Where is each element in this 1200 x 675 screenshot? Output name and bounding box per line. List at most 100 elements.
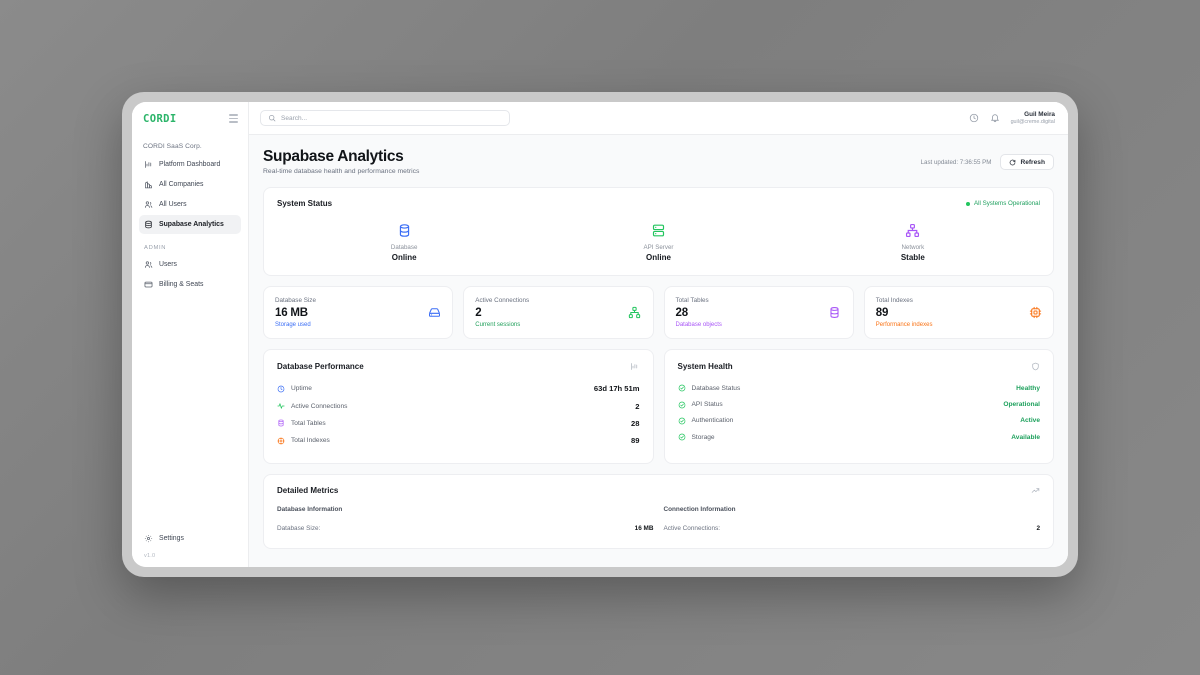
metric-label: Active Connections (291, 402, 348, 410)
users-icon (144, 260, 153, 269)
status-item-value: Stable (900, 253, 925, 262)
database-icon (277, 221, 531, 239)
system-status-items: Database Online API Server Online (277, 221, 1040, 262)
search-input[interactable]: Search... (260, 110, 510, 126)
app-logo[interactable]: CORDI (143, 112, 177, 125)
top-bar: Search... Guil Meira guil@creme.digital (249, 102, 1068, 135)
stat-card-sub: Database objects (675, 322, 722, 328)
building-icon (144, 180, 153, 189)
stat-card-label: Total Indexes (875, 297, 913, 304)
metric-value: 63d 17h 51m (593, 384, 640, 394)
status-item-network: Network Stable (786, 221, 1040, 262)
sidebar-item-label: Platform Dashboard (159, 161, 221, 168)
page-header-text: Supabase Analytics Real-time database he… (263, 148, 419, 175)
metric-value: 89 (631, 436, 640, 446)
browser-window-frame: CORDI CORDI SaaS Corp. Platform Dashboar… (122, 92, 1078, 577)
stat-card-active-connections: Active Connections 2 Current sessions (463, 286, 654, 339)
health-row: Storage Available (678, 429, 1040, 445)
sidebar-admin-nav: Users Billing & Seats (132, 255, 248, 294)
menu-icon[interactable] (229, 114, 238, 123)
network-icon (786, 221, 1040, 239)
status-item-label: Network (901, 244, 925, 251)
check-circle-icon (678, 433, 686, 441)
check-circle-icon (678, 417, 686, 425)
trending-up-icon (1031, 486, 1040, 495)
stat-card-text: Total Indexes 89 Performance indexes (876, 297, 1028, 328)
sidebar-item-all-users[interactable]: All Users (139, 195, 241, 214)
check-circle-icon (678, 401, 686, 409)
status-item-label: Database (390, 244, 418, 251)
health-label: API Status (691, 401, 723, 409)
detailed-metrics-card: Detailed Metrics Database Information Da… (263, 473, 1054, 549)
panel-header: System Health (678, 361, 1041, 371)
user-email: guil@creme.digital (1010, 118, 1055, 125)
user-name: Guil Meira (1024, 110, 1055, 118)
refresh-button[interactable]: Refresh (1000, 154, 1054, 170)
health-row: Database Status Healthy (678, 380, 1040, 396)
users-icon (144, 200, 153, 209)
clock-icon[interactable] (969, 113, 979, 123)
stat-card-sub: Storage used (275, 322, 311, 328)
sidebar-item-supabase-analytics[interactable]: Supabase Analytics (139, 215, 241, 234)
health-label: Database Status (691, 384, 741, 392)
bar-chart-icon (630, 361, 640, 371)
network-icon (628, 306, 642, 320)
detail-value: 2 (1036, 524, 1040, 532)
detailed-metrics-title: Detailed Metrics (277, 485, 339, 495)
metric-row: Active Connections 2 (277, 397, 640, 414)
sidebar-item-platform-dashboard[interactable]: Platform Dashboard (139, 155, 241, 174)
detail-row: Active Connections: 2 (664, 522, 1041, 535)
health-value: Available (1011, 433, 1040, 441)
panel-title: Database Performance (277, 361, 364, 371)
detailed-metrics-header: Detailed Metrics (277, 486, 1040, 495)
sidebar-spacer (132, 294, 248, 529)
shield-icon (1030, 361, 1040, 371)
sidebar-item-label: All Users (159, 201, 187, 208)
stat-card-value: 2 (475, 307, 482, 319)
stat-card-text: Total Tables 28 Database objects (676, 297, 828, 328)
app-window: CORDI CORDI SaaS Corp. Platform Dashboar… (132, 102, 1068, 567)
bell-icon[interactable] (990, 113, 1000, 123)
clock-icon (277, 385, 285, 393)
check-circle-icon (678, 384, 686, 392)
metric-row: Total Indexes 89 (277, 432, 640, 449)
stat-card-value: 28 (675, 307, 689, 319)
cpu-icon (277, 437, 285, 445)
sidebar-section-admin: ADMIN (144, 245, 167, 251)
sidebar-item-label: Settings (159, 535, 184, 542)
sidebar: CORDI CORDI SaaS Corp. Platform Dashboar… (132, 102, 249, 567)
sidebar-footer: Settings v1.0 (132, 529, 248, 567)
panels-row: Database Performance Uptime 63d 17h 51m (263, 349, 1054, 464)
stat-card-text: Active Connections 2 Current sessions (475, 297, 627, 328)
metric-label: Total Indexes (291, 437, 330, 445)
cpu-icon (1028, 306, 1042, 320)
health-value: Healthy (1016, 384, 1040, 392)
page-title: Supabase Analytics (263, 148, 404, 165)
page-scroll-area[interactable]: Supabase Analytics Real-time database he… (249, 135, 1068, 567)
column-title: Connection Information (663, 505, 736, 513)
stat-card-total-tables: Total Tables 28 Database objects (663, 286, 854, 339)
credit-card-icon (144, 280, 153, 289)
stat-cards-row: Database Size 16 MB Storage used Active … (263, 286, 1054, 339)
sidebar-item-users[interactable]: Users (139, 255, 241, 274)
system-health-panel: System Health Database Status Healthy (663, 349, 1054, 464)
stat-card-sub: Current sessions (475, 322, 521, 328)
stat-card-sub: Performance indexes (875, 322, 933, 328)
sidebar-item-label: All Companies (159, 181, 204, 188)
activity-icon (277, 402, 285, 410)
stat-card-value: 16 MB (275, 307, 308, 319)
system-status-header: System Status All Systems Operational (277, 199, 1040, 208)
page-header: Supabase Analytics Real-time database he… (263, 148, 1054, 175)
health-label: Authentication (691, 417, 734, 425)
user-profile[interactable]: Guil Meira guil@creme.digital (1011, 111, 1055, 126)
sidebar-item-billing-seats[interactable]: Billing & Seats (139, 275, 241, 294)
metric-value: 2 (635, 401, 640, 411)
main-content: Search... Guil Meira guil@creme.digital (249, 102, 1068, 567)
sidebar-brand-row: CORDI (132, 102, 248, 135)
sidebar-item-settings[interactable]: Settings (139, 529, 241, 548)
health-label: Storage (691, 433, 715, 441)
sidebar-item-all-companies[interactable]: All Companies (139, 175, 241, 194)
stat-card-database-size: Database Size 16 MB Storage used (263, 286, 454, 339)
column-title: Database Information (277, 505, 343, 513)
search-placeholder: Search... (281, 114, 308, 122)
